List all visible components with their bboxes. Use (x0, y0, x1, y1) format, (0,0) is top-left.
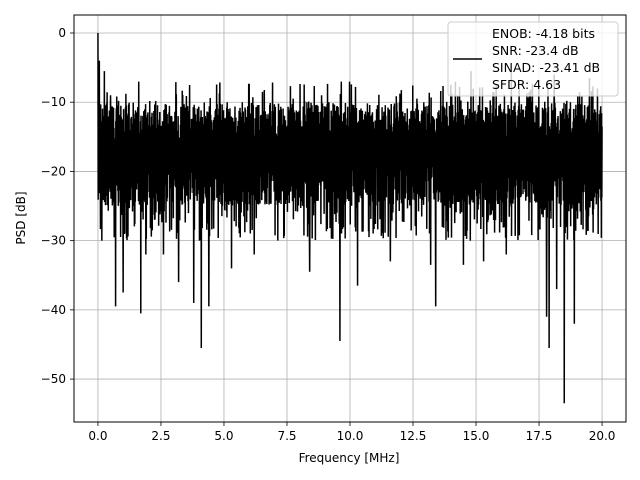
x-tick-label: 2.5 (151, 429, 170, 443)
y-tick-label: −30 (41, 234, 66, 248)
plot-data (97, 32, 603, 404)
legend-box (447, 21, 619, 97)
x-tick-label: 15.0 (463, 429, 490, 443)
y-tick-label: −10 (41, 95, 66, 109)
x-tick-label: 20.0 (589, 429, 616, 443)
legend-label-sinad: SINAD: -23.41 dB (492, 60, 600, 75)
x-axis-ticks: 0.0 2.5 5.0 7.5 10.0 12.5 15.0 17.5 20.0 (88, 422, 615, 443)
psd-series-line (97, 32, 603, 404)
y-tick-label: 0 (58, 26, 66, 40)
x-tick-label: 0.0 (88, 429, 107, 443)
y-axis-label: PSD [dB] (14, 191, 28, 244)
x-tick-label: 7.5 (277, 429, 296, 443)
x-tick-label: 12.5 (400, 429, 427, 443)
y-tick-label: −20 (41, 164, 66, 178)
y-axis-ticks: 0 −10 −20 −30 −40 −50 (41, 26, 74, 386)
x-tick-label: 17.5 (526, 429, 553, 443)
y-tick-label: −50 (41, 372, 66, 386)
legend: ENOB: -4.18 bits SNR: -23.4 dB SINAD: -2… (447, 21, 619, 97)
legend-label-snr: SNR: -23.4 dB (492, 43, 579, 58)
x-axis-label: Frequency [MHz] (299, 451, 400, 465)
x-tick-label: 5.0 (214, 429, 233, 443)
legend-label-enob: ENOB: -4.18 bits (492, 26, 595, 41)
legend-label-sfdr: SFDR: 4.63 (492, 77, 561, 92)
x-tick-label: 10.0 (337, 429, 364, 443)
y-tick-label: −40 (41, 303, 66, 317)
